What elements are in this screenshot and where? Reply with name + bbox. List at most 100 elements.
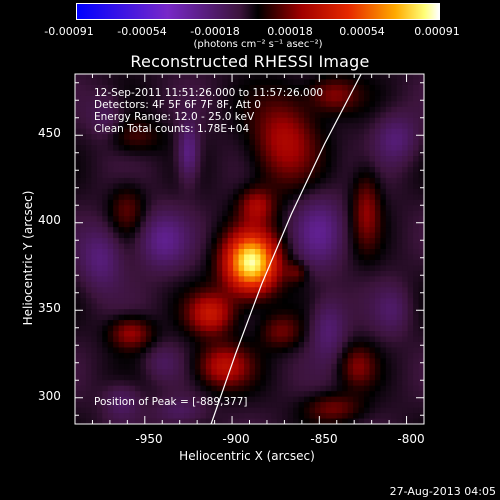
heatmap-cell bbox=[107, 166, 114, 173]
heatmap-cell bbox=[162, 227, 169, 233]
heatmap-cell bbox=[216, 194, 223, 201]
heatmap-cell bbox=[391, 331, 398, 337]
heatmap-cell bbox=[353, 194, 359, 201]
heatmap-cell bbox=[205, 385, 212, 392]
heatmap-cell bbox=[145, 84, 152, 91]
heatmap-cell bbox=[402, 265, 409, 272]
heatmap-cell bbox=[238, 243, 245, 250]
heatmap-cell bbox=[353, 106, 359, 113]
heatmap-cell bbox=[124, 309, 130, 316]
heatmap-cell bbox=[194, 74, 201, 80]
heatmap-cell bbox=[325, 352, 332, 359]
heatmap-cell bbox=[211, 270, 218, 277]
heatmap-cell bbox=[396, 402, 403, 408]
heatmap-cell bbox=[353, 128, 359, 135]
heatmap-cell bbox=[85, 363, 92, 370]
heatmap-cell bbox=[140, 227, 147, 233]
heatmap-cell bbox=[298, 172, 305, 179]
heatmap-cell bbox=[129, 194, 136, 201]
heatmap-cell bbox=[369, 210, 376, 217]
heatmap-cell bbox=[85, 194, 92, 201]
heatmap-cell bbox=[249, 341, 256, 348]
heatmap-cell bbox=[304, 385, 310, 392]
heatmap-cell bbox=[178, 145, 185, 151]
heatmap-cell bbox=[407, 281, 414, 288]
heatmap-cell bbox=[418, 210, 425, 217]
heatmap-cell bbox=[249, 254, 256, 261]
heatmap-cell bbox=[211, 287, 218, 294]
heatmap-cell bbox=[418, 232, 425, 239]
heatmap-cell bbox=[205, 150, 212, 157]
heatmap-cell bbox=[347, 341, 354, 348]
heatmap-cell bbox=[238, 123, 245, 130]
heatmap-cell bbox=[102, 227, 109, 233]
heatmap-cell bbox=[156, 320, 163, 326]
heatmap-cell bbox=[244, 309, 250, 316]
heatmap-cell bbox=[374, 374, 381, 381]
heatmap-cell bbox=[402, 380, 409, 387]
heatmap-cell bbox=[80, 254, 87, 261]
heatmap-cell bbox=[282, 90, 289, 97]
heatmap-cell bbox=[271, 276, 278, 283]
heatmap-cell bbox=[205, 413, 212, 419]
heatmap-cell bbox=[314, 84, 321, 91]
heatmap-cell bbox=[342, 74, 349, 80]
heatmap-cell bbox=[385, 232, 392, 239]
heatmap-cell bbox=[276, 254, 283, 261]
heatmap-cell bbox=[358, 309, 365, 316]
heatmap-cell bbox=[358, 150, 365, 157]
heatmap-cell bbox=[271, 150, 278, 157]
heatmap-cell bbox=[402, 309, 409, 316]
heatmap-cell bbox=[129, 270, 136, 277]
heatmap-cell bbox=[331, 374, 338, 381]
heatmap-cell bbox=[96, 232, 103, 239]
heatmap-cell bbox=[134, 270, 141, 277]
heatmap-cell bbox=[173, 265, 180, 272]
heatmap-cell bbox=[178, 101, 185, 108]
heatmap-cell bbox=[118, 216, 125, 223]
heatmap-cell bbox=[413, 336, 419, 343]
heatmap-cell bbox=[205, 199, 212, 206]
heatmap-cell bbox=[298, 183, 305, 190]
heatmap-cell bbox=[271, 254, 278, 261]
heatmap-cell bbox=[140, 95, 147, 102]
heatmap-cell bbox=[331, 227, 338, 233]
heatmap-cell bbox=[254, 172, 261, 179]
heatmap-cell bbox=[96, 221, 103, 228]
heatmap-cell bbox=[85, 123, 92, 130]
heatmap-cell bbox=[293, 90, 299, 97]
heatmap-cell bbox=[347, 139, 354, 146]
heatmap-cell bbox=[254, 418, 261, 425]
heatmap-cell bbox=[129, 336, 136, 343]
heatmap-cell bbox=[189, 325, 196, 332]
heatmap-cell bbox=[402, 161, 409, 168]
heatmap-cell bbox=[216, 320, 223, 326]
heatmap-cell bbox=[336, 227, 343, 233]
heatmap-cell bbox=[156, 331, 163, 337]
heatmap-cell bbox=[320, 238, 327, 244]
heatmap-cell bbox=[102, 194, 109, 201]
heatmap-cell bbox=[249, 352, 256, 359]
heatmap-cell bbox=[309, 336, 316, 343]
heatmap-cell bbox=[325, 145, 332, 151]
heatmap-cell bbox=[85, 418, 92, 425]
heatmap-cell bbox=[293, 276, 299, 283]
heatmap-cell bbox=[205, 166, 212, 173]
heatmap-cell bbox=[96, 325, 103, 332]
heatmap-cell bbox=[118, 134, 125, 141]
heatmap-cell bbox=[118, 303, 125, 310]
heatmap-cell bbox=[260, 123, 267, 130]
heatmap-cell bbox=[271, 210, 278, 217]
heatmap-cell bbox=[374, 128, 381, 135]
heatmap-cell bbox=[167, 172, 174, 179]
heatmap-cell bbox=[385, 134, 392, 141]
heatmap-cell bbox=[304, 402, 310, 408]
heatmap-cell bbox=[254, 407, 261, 414]
heatmap-cell bbox=[374, 172, 381, 179]
heatmap-cell bbox=[293, 150, 299, 157]
heatmap-cell bbox=[364, 363, 370, 370]
heatmap-cell bbox=[402, 205, 409, 212]
heatmap-cell bbox=[91, 117, 98, 124]
heatmap-cell bbox=[85, 90, 92, 97]
heatmap-cell bbox=[189, 259, 196, 266]
